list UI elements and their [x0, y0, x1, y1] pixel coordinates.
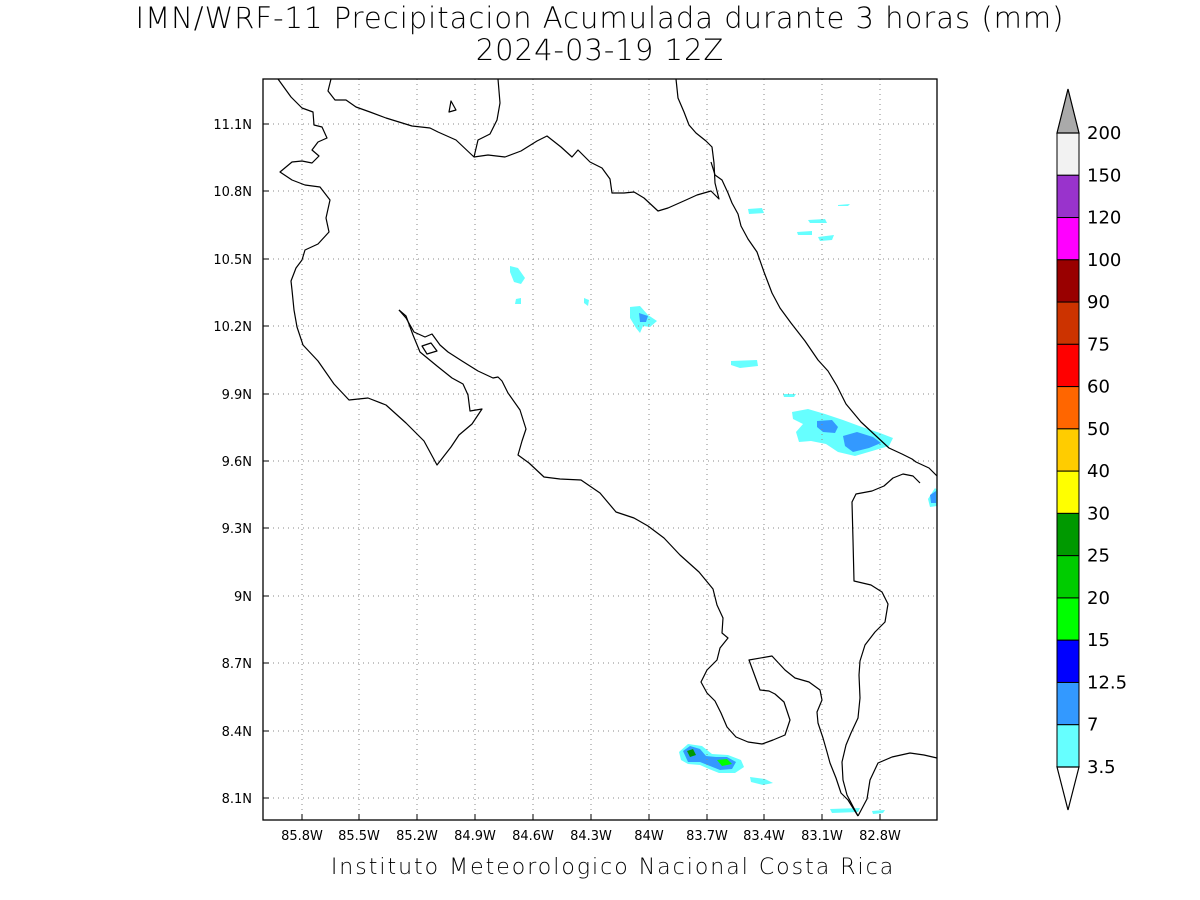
- colorbar-bottom-arrow: [1056, 766, 1080, 811]
- precip-area-3.5: [584, 298, 589, 306]
- lat-tick-label: 11.1N: [213, 118, 252, 133]
- precip-area-3.5: [872, 810, 885, 814]
- colorbar-swatch: [1056, 428, 1080, 472]
- precip-area-3.5: [808, 219, 827, 223]
- colorbar-label: 25: [1087, 546, 1110, 567]
- lat-tick-label: 10.2N: [213, 320, 252, 335]
- precip-area-3.5: [783, 394, 796, 397]
- colorbar-label: 200: [1087, 123, 1121, 144]
- precip-area-3.5: [830, 808, 860, 813]
- lon-tick-label: 82.8W: [859, 829, 901, 844]
- precip-area-12.5: [687, 749, 696, 757]
- precip-area-3.5: [750, 777, 773, 785]
- lat-tick-label: 8.4N: [222, 725, 252, 740]
- colorbar-label: 100: [1087, 250, 1121, 271]
- map-frame: [262, 78, 938, 821]
- precip-area-3.5: [792, 409, 893, 456]
- colorbar-swatch: [1056, 597, 1080, 641]
- colorbar-swatch: [1056, 639, 1080, 683]
- precip-area-3.5: [515, 298, 521, 304]
- colorbar-label: 40: [1087, 461, 1110, 482]
- precip-area-3.5: [797, 231, 812, 235]
- precip-area-3.5: [731, 360, 758, 368]
- colorbar-swatch: [1056, 217, 1080, 261]
- colorbar-top-arrow: [1056, 88, 1080, 134]
- lon-tick-label: 85.2W: [396, 829, 438, 844]
- precip-area-7: [639, 313, 648, 322]
- lat-tick-label: 9N: [234, 590, 252, 605]
- map-date: 2024-03-19 12Z: [475, 33, 725, 67]
- lon-tick-label: 84.6W: [512, 829, 554, 844]
- graticule: [263, 79, 937, 820]
- colorbar-label: 90: [1087, 292, 1110, 313]
- precip-area-12.5: [717, 759, 732, 766]
- lon-tick-label: 85.8W: [281, 829, 323, 844]
- lat-tick-label: 9.9N: [222, 388, 252, 403]
- coastlines: [277, 78, 938, 817]
- colorbar-swatch: [1056, 343, 1080, 388]
- precip-area-3.5: [838, 204, 850, 206]
- lat-tick-label: 8.1N: [222, 792, 252, 807]
- axis-ticks: [263, 123, 881, 820]
- lon-tick-label: 84.3W: [570, 829, 612, 844]
- precipitation-shading: [510, 204, 937, 814]
- lat-tick-label: 10.5N: [213, 253, 252, 268]
- colorbar-swatch: [1056, 512, 1080, 557]
- precip-area-7: [930, 491, 936, 503]
- colorbar-swatch: [1056, 386, 1080, 430]
- precip-area-3.5: [510, 266, 525, 284]
- colorbar-label: 75: [1087, 334, 1110, 355]
- colorbar: 200 150 120 100 90 75 60 50 40 30 25 20 15 12.5 7 3.5: [1056, 88, 1127, 811]
- colorbar-label: 50: [1087, 419, 1110, 440]
- colorbar-swatch: [1056, 132, 1080, 176]
- precip-area-7: [843, 432, 881, 452]
- lon-tick-label: 83.1W: [801, 829, 843, 844]
- lat-tick-label: 8.7N: [222, 657, 252, 672]
- longitude-labels: 85.8W 85.5W 85.2W 84.9W 84.6W 84.3W 84W …: [281, 829, 901, 844]
- lat-tick-label: 9.3N: [222, 522, 252, 537]
- precip-area-3.5: [818, 235, 834, 241]
- lon-tick-label: 84W: [634, 829, 664, 844]
- colorbar-swatch: [1056, 259, 1080, 303]
- colorbar-label: 7: [1087, 715, 1098, 736]
- lon-tick-label: 83.4W: [743, 829, 785, 844]
- colorbar-label: 12.5: [1087, 672, 1127, 693]
- lon-tick-label: 84.9W: [454, 829, 496, 844]
- lon-tick-label: 85.5W: [338, 829, 380, 844]
- colorbar-swatch: [1056, 470, 1080, 514]
- lon-tick-label: 83.7W: [686, 829, 728, 844]
- colorbar-labels: 200 150 120 100 90 75 60 50 40 30 25 20 15 12.5 7 3.5: [1087, 123, 1127, 778]
- colorbar-label: 30: [1087, 503, 1110, 524]
- colorbar-swatch: [1056, 555, 1080, 599]
- lat-tick-label: 9.6N: [222, 455, 252, 470]
- latitude-labels: 11.1N 10.8N 10.5N 10.2N 9.9N 9.6N 9.3N 9…: [213, 118, 252, 807]
- colorbar-swatch: [1056, 681, 1080, 726]
- colorbar-label: 20: [1087, 588, 1110, 609]
- colorbar-swatch: [1056, 174, 1080, 219]
- colorbar-label: 60: [1087, 377, 1110, 398]
- precip-area-3.5: [748, 208, 764, 214]
- colorbar-label: 15: [1087, 630, 1110, 651]
- colorbar-swatch: [1056, 301, 1080, 345]
- colorbar-swatch: [1056, 724, 1080, 768]
- colorbar-label: 120: [1087, 208, 1121, 229]
- map-title: IMN/WRF-11 Precipitacion Acumulada duran…: [135, 1, 1065, 35]
- map-footer: Instituto Meteorologico Nacional Costa R…: [330, 855, 896, 880]
- lat-tick-label: 10.8N: [213, 185, 252, 200]
- colorbar-swatches: [1056, 132, 1080, 768]
- colorbar-label: 150: [1087, 165, 1121, 186]
- colorbar-label: 3.5: [1087, 757, 1116, 778]
